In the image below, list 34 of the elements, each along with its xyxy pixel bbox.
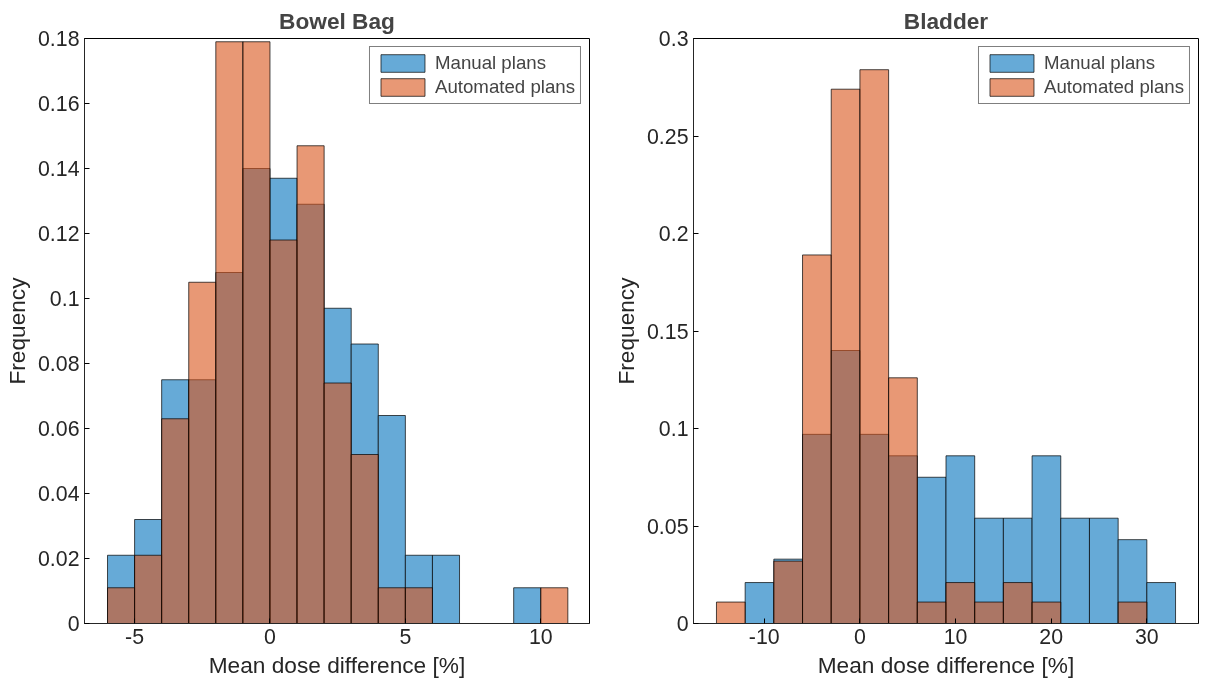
x-tick-label: 30 — [1134, 624, 1159, 649]
legend-label: Manual plans — [1043, 52, 1155, 74]
legend-label: Automated plans — [1043, 76, 1184, 98]
y-tick-label: 0.08 — [37, 352, 80, 376]
y-axis-title: Frequency — [3, 276, 30, 385]
y-tick-label: 0.04 — [37, 482, 80, 506]
x-tick-label: 5 — [399, 624, 412, 649]
y-tick-label: 0.05 — [646, 514, 689, 539]
y-tick-label: 0.15 — [646, 319, 689, 344]
y-tick-label: 0.12 — [37, 222, 80, 246]
legend-label: Automated plans — [434, 76, 575, 98]
y-tick-label: 0.3 — [658, 27, 689, 51]
x-tick-label: 0 — [264, 624, 277, 649]
y-tick-label: 0.25 — [646, 124, 689, 149]
y-tick-label: 0.16 — [37, 92, 80, 116]
y-tick-label: 0.06 — [37, 417, 80, 441]
chart-title: Bowel Bag — [279, 7, 395, 34]
chart-title: Bladder — [903, 7, 989, 34]
legend-label: Manual plans — [434, 52, 546, 74]
y-tick-label: 0.2 — [658, 222, 689, 246]
x-tick-label: 20 — [1039, 624, 1064, 649]
y-tick-label: 0.18 — [37, 27, 80, 51]
x-tick-label: 0 — [853, 624, 866, 649]
x-tick-label: 10 — [943, 624, 968, 649]
y-tick-label: 0.1 — [658, 417, 689, 441]
x-axis-title: Mean dose difference [%] — [817, 651, 1075, 678]
y-tick-label: 0.1 — [49, 287, 80, 311]
x-tick-label: 10 — [528, 624, 553, 649]
x-axis-title: Mean dose difference [%] — [208, 651, 466, 678]
y-tick-label: 0.02 — [37, 547, 80, 571]
x-tick-label: -5 — [125, 624, 145, 649]
y-tick-label: 0.14 — [37, 157, 80, 181]
x-tick-label: -10 — [748, 624, 780, 649]
y-axis-title: Frequency — [612, 276, 639, 385]
